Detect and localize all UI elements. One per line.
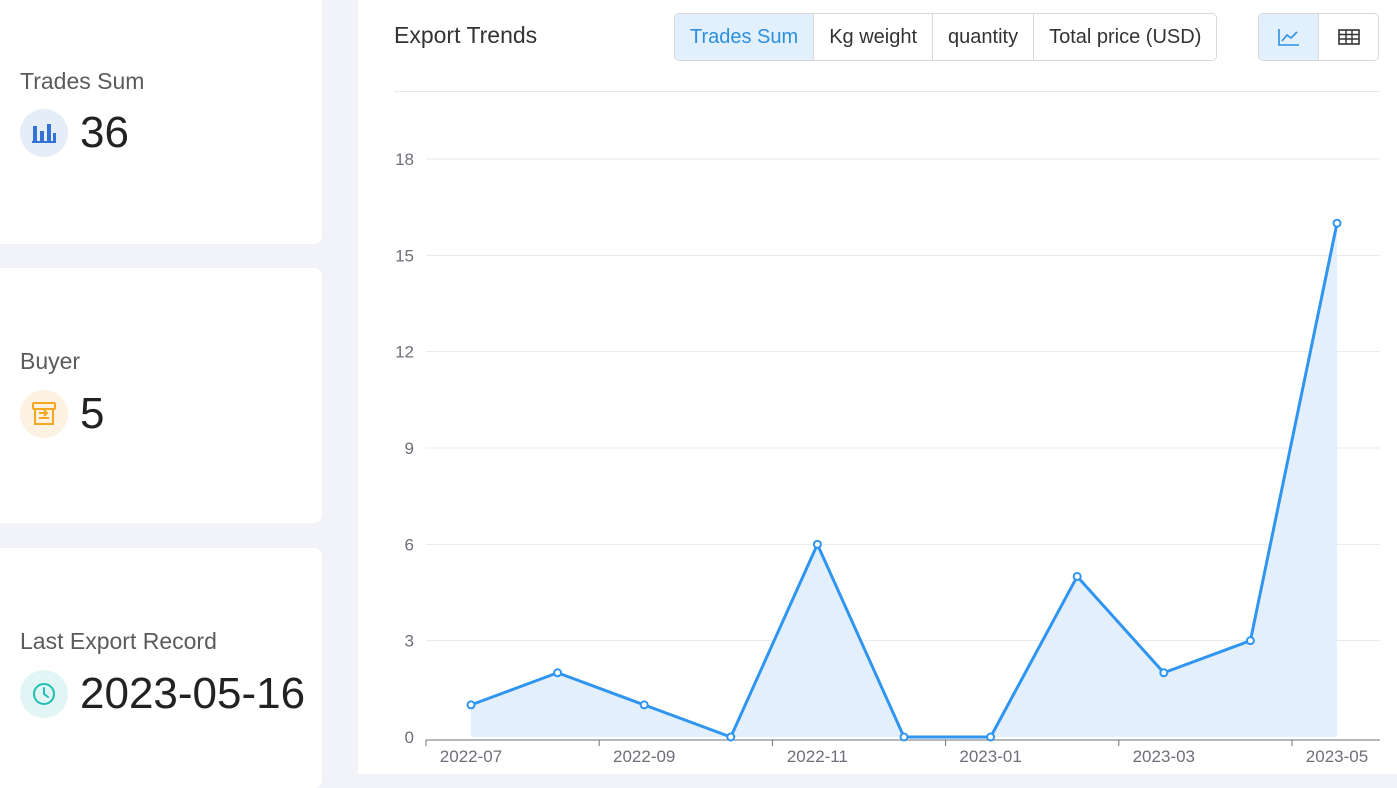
line-chart-icon xyxy=(1277,29,1299,46)
trades-sum-card: Trades Sum 36 xyxy=(0,0,322,244)
metric-tabs: Trades Sum Kg weight quantity Total pric… xyxy=(674,13,1218,61)
tab-quantity[interactable]: quantity xyxy=(932,14,1034,60)
panel-divider xyxy=(394,91,1379,92)
trades-sum-value: 36 xyxy=(80,108,129,157)
data-point xyxy=(812,539,822,549)
buyer-label: Buyer xyxy=(20,348,81,374)
y-tick-label: 18 xyxy=(395,150,414,169)
area-fill xyxy=(471,223,1337,737)
trades-sum-row: 36 xyxy=(20,109,129,157)
x-tick-label: 2023-03 xyxy=(1133,747,1195,766)
x-tick-label: 2022-07 xyxy=(440,747,502,766)
export-trends-chart: 0 3 6 9 12 15 18 2022-07 2022-09 2022-11 2023-01 20… xyxy=(395,150,1380,766)
last-export-card: Last Export Record 2023-05-16 xyxy=(0,548,322,788)
x-tick-label: 2023-01 xyxy=(959,747,1021,766)
data-point xyxy=(726,732,736,742)
x-tick-label: 2022-09 xyxy=(613,747,675,766)
y-tick-label: 0 xyxy=(405,728,414,747)
last-export-row: 2023-05-16 xyxy=(20,670,305,718)
buyer-row: 5 xyxy=(20,390,104,438)
data-point xyxy=(553,668,563,678)
trades-sum-label: Trades Sum xyxy=(20,68,145,94)
data-point xyxy=(1332,218,1342,228)
data-point xyxy=(1072,571,1082,581)
y-tick-label: 6 xyxy=(405,535,414,554)
y-tick-label: 3 xyxy=(405,632,414,651)
buyer-card: Buyer 5 xyxy=(0,268,322,523)
data-point xyxy=(639,700,649,710)
data-point xyxy=(899,732,909,742)
x-tick-label: 2023-05 xyxy=(1306,747,1368,766)
data-point xyxy=(1159,668,1169,678)
data-point xyxy=(466,700,476,710)
bar-chart-icon xyxy=(20,109,68,157)
tab-trades-sum[interactable]: Trades Sum xyxy=(675,14,814,60)
last-export-value: 2023-05-16 xyxy=(80,669,306,718)
tab-kg-weight[interactable]: Kg weight xyxy=(813,14,933,60)
table-view-button[interactable] xyxy=(1318,14,1378,60)
y-tick-label: 12 xyxy=(395,343,414,362)
data-point xyxy=(986,732,996,742)
shop-icon xyxy=(20,390,68,438)
export-trends-panel: Export Trends Trades Sum Kg weight quant… xyxy=(358,0,1397,774)
y-tick-label: 15 xyxy=(395,246,414,265)
tab-total-price[interactable]: Total price (USD) xyxy=(1033,14,1217,60)
y-tick-label: 9 xyxy=(405,439,414,458)
table-icon xyxy=(1337,29,1360,45)
last-export-label: Last Export Record xyxy=(20,628,217,654)
data-point xyxy=(1245,636,1255,646)
panel-title: Export Trends xyxy=(394,22,538,48)
view-tabs xyxy=(1258,13,1379,61)
clock-icon xyxy=(20,670,68,718)
buyer-value: 5 xyxy=(80,389,105,438)
x-tick-label: 2022-11 xyxy=(787,747,848,766)
line-chart-view-button[interactable] xyxy=(1259,14,1318,60)
